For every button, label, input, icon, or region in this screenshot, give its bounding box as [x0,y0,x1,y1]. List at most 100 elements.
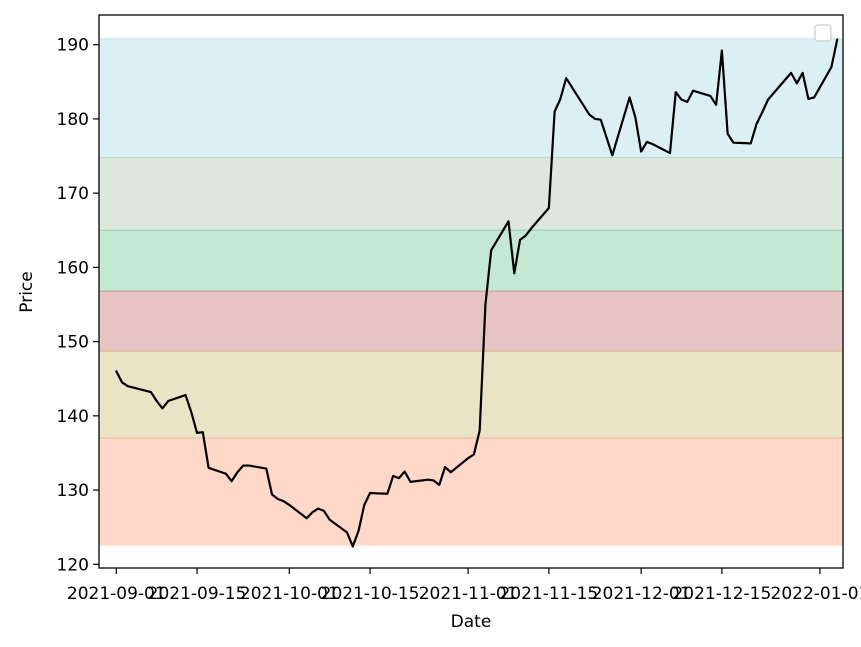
price-point-80 [790,72,792,74]
price-point-13 [225,473,227,475]
y-tick-label-160: 160 [57,258,89,278]
price-point-35 [398,477,400,479]
price-point-14 [231,480,233,482]
price-point-75 [732,142,735,144]
price-point-85 [830,66,833,68]
price-point-40 [438,484,440,486]
price-point-2 [121,381,123,384]
y-tick-label-140: 140 [57,407,89,427]
price-point-45 [479,430,481,432]
price-band-5 [99,157,843,231]
price-point-55 [559,98,561,100]
price-point-37 [409,481,412,483]
price-point-16 [242,464,244,467]
price-point-47 [490,249,492,251]
price-point-30 [357,530,360,532]
y-axis-label: Price [17,271,37,312]
x-tick-label-2021-12-15: 2021-12-15 [672,584,771,604]
x-tick-label-2021-11-01: 2021-11-01 [419,584,518,604]
x-axis-label: Date [451,612,492,632]
price-point-27 [329,519,331,521]
y-tick-label-150: 150 [57,333,89,353]
price-point-77 [755,123,758,125]
x-tick-label-2021-09-01: 2021-09-01 [67,584,166,604]
price-point-52 [530,227,533,229]
price-point-82 [802,72,804,74]
price-band-3 [99,291,843,352]
price-point-34 [392,475,394,477]
price-point-25 [317,508,319,510]
price-point-61 [629,96,631,98]
price-line-layer [115,38,839,548]
price-point-71 [709,95,711,97]
price-point-4 [150,391,152,393]
price-point-68 [680,99,683,101]
price-point-33 [386,493,388,495]
price-point-60 [611,154,613,156]
price-point-11 [202,431,204,433]
price-point-31 [363,504,365,506]
price-point-79 [767,99,769,101]
price-point-5 [156,400,158,402]
price-point-76 [750,142,752,145]
legend-box [814,24,832,42]
price-point-38 [427,479,429,481]
price-point-67 [675,91,677,93]
price-point-64 [646,141,648,143]
price-point-17 [248,464,250,467]
price-point-41 [444,466,446,468]
plot-frame [98,14,844,569]
price-point-12 [207,467,210,469]
price-point-32 [369,492,371,494]
price-point-6 [161,407,164,410]
price-point-86 [836,38,838,41]
price-point-51 [525,234,527,237]
price-point-21 [282,500,285,502]
price-point-73 [721,50,723,52]
price-point-8 [184,394,187,396]
price-point-1 [115,370,117,372]
price-point-53 [548,207,550,209]
x-tick-label-2021-10-15: 2021-10-15 [321,584,420,604]
y-tick-label-180: 180 [57,110,89,130]
price-point-81 [796,82,798,84]
price-point-72 [715,104,717,106]
price-point-56 [565,77,567,79]
price-band-2 [99,351,843,439]
price-point-43 [467,457,469,459]
price-point-66 [669,152,671,154]
price-point-78 [761,111,763,113]
price-point-54 [554,110,556,113]
x-tick-label-2021-12-01: 2021-12-01 [592,584,691,604]
price-point-7 [167,400,169,402]
price-point-49 [513,272,515,274]
price-point-46 [484,303,487,306]
price-point-83 [807,98,809,100]
y-tick-label-170: 170 [57,184,89,204]
price-point-22 [288,504,290,506]
price-point-42 [450,471,452,473]
price-point-39 [432,479,435,482]
x-tick-label-2022-01-01: 2022-01-01 [771,584,861,604]
price-bands [99,38,843,546]
price-band-1 [99,438,843,546]
price-point-24 [311,511,313,513]
price-point-9 [190,411,192,413]
y-axis-ticks: 120 130 140 150 160 170 180 190 [57,36,99,575]
price-point-23 [306,517,308,519]
price-point-57 [588,113,590,116]
price-point-44 [473,453,475,456]
price-point-48 [507,220,510,222]
price-point-19 [271,493,273,496]
price-point-18 [265,467,267,470]
price-point-84 [813,96,815,98]
x-axis-ticks: 2021-09-012021-09-152021-10-012021-10-15… [67,568,861,604]
price-series-line [115,38,839,548]
x-tick-label-2021-10-01: 2021-10-01 [240,584,339,604]
price-point-74 [727,133,729,135]
price-point-26 [323,510,325,512]
price-point-59 [600,119,602,121]
x-tick-label-2021-11-15: 2021-11-15 [499,584,598,604]
